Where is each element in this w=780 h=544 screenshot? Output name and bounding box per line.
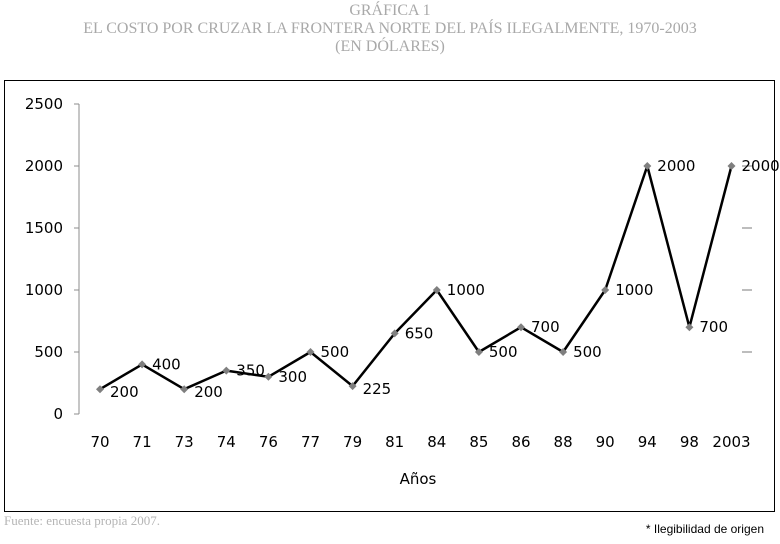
x-tick-label: 70 <box>90 433 109 451</box>
data-point-marker <box>180 385 189 394</box>
x-tick-label: 90 <box>596 433 615 451</box>
x-tick-label: 85 <box>469 433 488 451</box>
data-label: 2000 <box>657 157 695 175</box>
x-tick-label: 81 <box>385 433 404 451</box>
data-point-marker <box>222 366 231 375</box>
data-point-marker <box>264 372 273 381</box>
data-point-marker <box>559 348 568 356</box>
chart-number: GRÁFICA 1 <box>349 2 431 19</box>
x-axis-title: Años <box>400 470 437 488</box>
data-point-marker <box>390 329 399 338</box>
data-label: 225 <box>363 380 392 398</box>
data-label: 500 <box>321 343 350 361</box>
data-point-marker <box>306 348 315 356</box>
data-label: 500 <box>489 343 518 361</box>
data-label: 500 <box>573 343 602 361</box>
x-tick-label: 84 <box>427 433 446 451</box>
data-point-marker <box>138 360 147 369</box>
x-tick-label: 98 <box>680 433 699 451</box>
data-point-marker <box>517 323 525 332</box>
data-label: 1000 <box>447 281 485 299</box>
y-tick-label: 1500 <box>25 219 63 237</box>
data-label: 200 <box>194 383 223 401</box>
data-label: 200 <box>110 383 139 401</box>
data-label: 300 <box>278 368 307 386</box>
chart-unit: (EN DÓLARES) <box>335 38 445 55</box>
y-tick-label: 0 <box>53 405 63 423</box>
illegibility-note: * Ilegibilidad de origen <box>645 522 764 536</box>
chart-frame <box>4 80 775 512</box>
y-tick-label: 2000 <box>25 157 63 175</box>
series-line <box>99 164 733 391</box>
data-point-marker <box>727 162 736 170</box>
y-tick-label: 2500 <box>25 95 63 113</box>
data-label: 350 <box>236 362 265 380</box>
data-point-marker <box>96 385 104 394</box>
x-tick-label: 79 <box>343 433 362 451</box>
data-point-marker <box>348 382 357 391</box>
x-tick-label: 2003 <box>712 433 750 451</box>
data-label: 400 <box>152 355 181 373</box>
y-tick-label: 500 <box>34 343 63 361</box>
x-tick-label: 73 <box>175 433 194 451</box>
x-tick-label: 94 <box>638 433 657 451</box>
data-label: 1000 <box>615 281 653 299</box>
source-note: Fuente: encuesta propia 2007. <box>4 513 160 528</box>
data-label: 700 <box>531 318 560 336</box>
data-point-marker <box>474 348 483 356</box>
x-tick-label: 74 <box>217 433 236 451</box>
chart-title: EL COSTO POR CRUZAR LA FRONTERA NORTE DE… <box>83 20 697 37</box>
data-point-marker <box>685 323 694 332</box>
x-tick-label: 76 <box>259 433 278 451</box>
data-point-marker <box>601 286 610 294</box>
data-label: 2000 <box>742 157 780 175</box>
x-tick-label: 77 <box>301 433 320 451</box>
x-tick-label: 88 <box>554 433 573 451</box>
y-tick-label: 1000 <box>25 281 63 299</box>
data-point-marker <box>643 162 652 170</box>
data-point-marker <box>432 286 441 294</box>
data-label: 650 <box>405 324 434 342</box>
data-label: 700 <box>699 318 728 336</box>
chart-header: GRÁFICA 1 EL COSTO POR CRUZAR LA FRONTER… <box>0 2 780 56</box>
x-tick-label: 86 <box>511 433 530 451</box>
x-tick-label: 71 <box>133 433 152 451</box>
